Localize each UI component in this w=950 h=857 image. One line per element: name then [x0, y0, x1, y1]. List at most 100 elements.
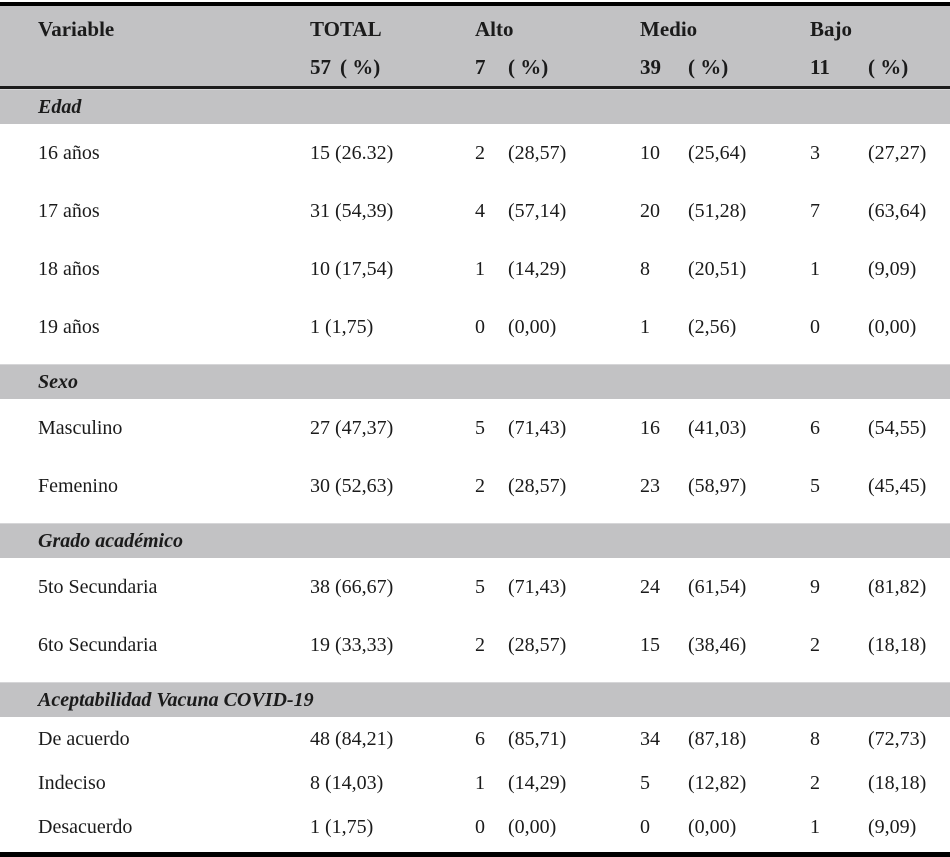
row-label: Indeciso — [38, 771, 106, 794]
section-title: Aceptabilidad Vacuna COVID-19 — [38, 688, 314, 711]
column-header-variable: Variable — [38, 16, 115, 41]
cell-bajo-percent: (0,00) — [868, 315, 917, 338]
section-title: Sexo — [38, 370, 78, 393]
section-rows: De acuerdo 48 (84,21) 6 (85,71) 34 (87,18)… — [0, 717, 950, 849]
cell-bajo-count: 1 — [810, 815, 820, 838]
cell-bajo: 0 (0,00) — [810, 316, 950, 339]
table-row: Desacuerdo 1 (1,75) 0 (0,00) 0 (0,00) 1 (9,… — [0, 805, 950, 849]
cell-bajo-percent: (72,73) — [868, 727, 927, 750]
cell-medio-count: 5 — [640, 771, 650, 794]
table-row: Masculino 27 (47,37) 5 (71,43) 16 (41,03) … — [0, 399, 950, 457]
section-header-row: Grado académico — [0, 523, 950, 558]
row-label: Desacuerdo — [38, 815, 133, 838]
cell-bajo: 6 (54,55) — [810, 417, 950, 440]
table-bottom-border — [0, 852, 950, 857]
cell-total: 8 (14,03) — [310, 771, 384, 794]
cell-medio: 24 (61,54) — [640, 576, 810, 599]
cell-alto-percent: (0,00) — [508, 315, 557, 338]
cell-bajo: 2 (18,18) — [810, 634, 950, 657]
cell-bajo-count: 0 — [810, 315, 820, 338]
table-top-border — [0, 2, 950, 6]
cell-medio-count: 16 — [640, 416, 660, 439]
column-header-alto: Alto — [475, 16, 514, 41]
cell-bajo: 1 (9,09) — [810, 816, 950, 839]
row-label: 5to Secundaria — [38, 575, 158, 598]
cell-alto-percent: (28,57) — [508, 633, 567, 656]
cell-alto-count: 0 — [475, 815, 485, 838]
cell-medio: 15 (38,46) — [640, 634, 810, 657]
cell-bajo-percent: (9,09) — [868, 257, 917, 280]
section-header-row: Edad — [0, 89, 950, 124]
header-label-row: Variable TOTAL Alto Medio Bajo — [0, 10, 950, 48]
cell-bajo-percent: (63,64) — [868, 199, 927, 222]
cell-medio: 8 (20,51) — [640, 258, 810, 281]
cell-medio: 20 (51,28) — [640, 200, 810, 223]
cell-alto-percent: (28,57) — [508, 141, 567, 164]
cell-medio-percent: (2,56) — [688, 315, 737, 338]
cell-alto-count: 0 — [475, 315, 485, 338]
table-row: 5to Secundaria 38 (66,67) 5 (71,43) 24 (61… — [0, 558, 950, 616]
cell-bajo: 5 (45,45) — [810, 475, 950, 498]
cell-alto-percent: (85,71) — [508, 727, 567, 750]
cell-medio: 23 (58,97) — [640, 475, 810, 498]
cell-bajo: 8 (72,73) — [810, 728, 950, 751]
cell-alto-percent: (28,57) — [508, 474, 567, 497]
header-medio-count: 39( %) — [640, 54, 729, 79]
cell-alto-percent: (14,29) — [508, 257, 567, 280]
cell-bajo-percent: (54,55) — [868, 416, 927, 439]
cell-alto-count: 2 — [475, 633, 485, 656]
cell-alto-percent: (71,43) — [508, 416, 567, 439]
cell-bajo: 7 (63,64) — [810, 200, 950, 223]
cell-bajo-count: 8 — [810, 727, 820, 750]
cell-bajo-percent: (45,45) — [868, 474, 927, 497]
section-rows: Masculino 27 (47,37) 5 (71,43) 16 (41,03) … — [0, 399, 950, 515]
section-header-row: Sexo — [0, 364, 950, 399]
cell-bajo: 9 (81,82) — [810, 576, 950, 599]
cell-alto: 0 (0,00) — [475, 316, 640, 339]
cell-medio: 5 (12,82) — [640, 772, 810, 795]
cell-medio-count: 1 — [640, 315, 650, 338]
table-header: Variable TOTAL Alto Medio Bajo 57( %) 7(… — [0, 6, 950, 86]
section-title: Edad — [38, 95, 82, 118]
cell-medio-percent: (12,82) — [688, 771, 747, 794]
cell-medio-count: 24 — [640, 575, 660, 598]
cell-bajo-count: 3 — [810, 141, 820, 164]
cell-bajo-count: 6 — [810, 416, 820, 439]
cell-bajo-count: 1 — [810, 257, 820, 280]
cell-medio-percent: (87,18) — [688, 727, 747, 750]
cell-medio-percent: (20,51) — [688, 257, 747, 280]
header-divider-rule — [0, 86, 950, 89]
table-row: Indeciso 8 (14,03) 1 (14,29) 5 (12,82) 2 (1… — [0, 761, 950, 805]
table-row: 6to Secundaria 19 (33,33) 2 (28,57) 15 (38… — [0, 616, 950, 674]
cell-medio-percent: (25,64) — [688, 141, 747, 164]
cell-alto-count: 5 — [475, 416, 485, 439]
cell-medio-percent: (61,54) — [688, 575, 747, 598]
cell-total: 27 (47,37) — [310, 416, 394, 439]
row-label: 16 años — [38, 141, 100, 164]
cell-bajo: 2 (18,18) — [810, 772, 950, 795]
table-section: Aceptabilidad Vacuna COVID-19 De acuerdo… — [0, 682, 950, 849]
cell-medio-percent: (38,46) — [688, 633, 747, 656]
table-row: Femenino 30 (52,63) 2 (28,57) 23 (58,97) 5… — [0, 457, 950, 515]
cell-alto: 5 (71,43) — [475, 417, 640, 440]
header-count-row: 57( %) 7( %) 39( %) 11( %) — [0, 48, 950, 86]
cell-medio-count: 20 — [640, 199, 660, 222]
cell-alto-count: 2 — [475, 474, 485, 497]
table-row: De acuerdo 48 (84,21) 6 (85,71) 34 (87,18)… — [0, 717, 950, 761]
cell-alto-count: 6 — [475, 727, 485, 750]
cell-medio: 10 (25,64) — [640, 142, 810, 165]
cell-medio-count: 0 — [640, 815, 650, 838]
cell-alto-count: 4 — [475, 199, 485, 222]
cell-medio-percent: (41,03) — [688, 416, 747, 439]
row-label: Femenino — [38, 474, 118, 497]
cell-total: 48 (84,21) — [310, 727, 394, 750]
row-label: 17 años — [38, 199, 100, 222]
cell-alto: 6 (85,71) — [475, 728, 640, 751]
column-header-bajo: Bajo — [810, 16, 852, 41]
cell-alto-percent: (14,29) — [508, 771, 567, 794]
cell-bajo-count: 7 — [810, 199, 820, 222]
cell-alto: 1 (14,29) — [475, 772, 640, 795]
cell-total: 19 (33,33) — [310, 633, 394, 656]
table-row: 18 años 10 (17,54) 1 (14,29) 8 (20,51) 1 (9… — [0, 240, 950, 298]
cell-medio-percent: (0,00) — [688, 815, 737, 838]
